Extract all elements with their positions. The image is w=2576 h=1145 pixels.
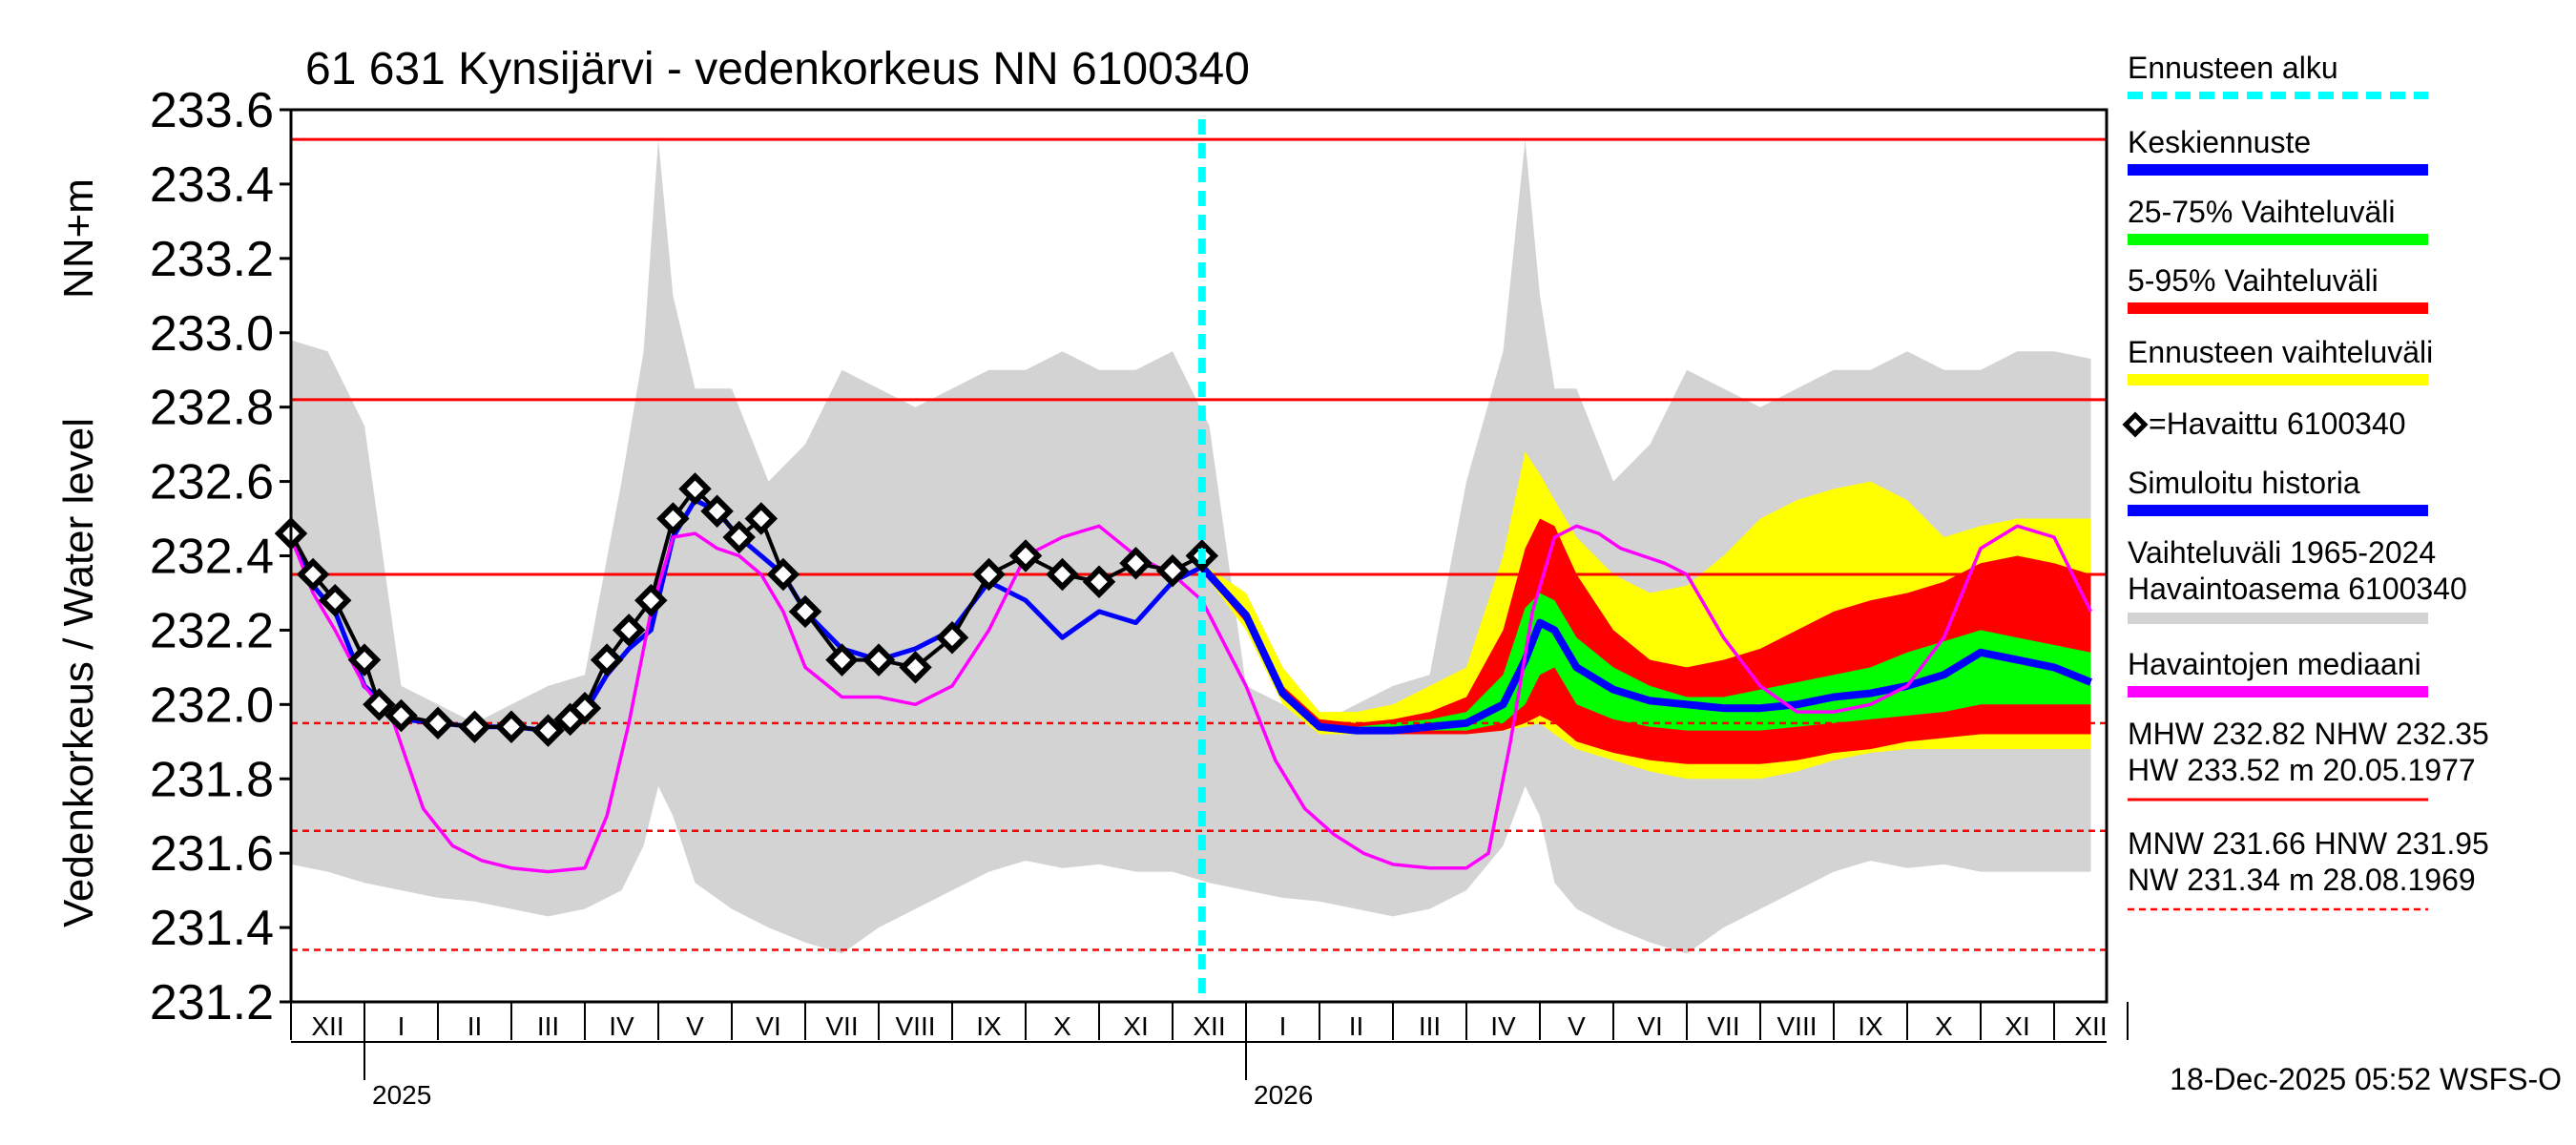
y-tick-label: 231.2 <box>150 975 274 1030</box>
month-label: II <box>467 1011 483 1041</box>
legend-label: Havaintojen mediaani <box>2128 647 2421 681</box>
month-label: X <box>1053 1011 1071 1041</box>
legend-label: Vaihteluväli 1965-2024 <box>2128 535 2436 570</box>
year-label: 2025 <box>372 1080 431 1110</box>
observed-point <box>766 557 800 592</box>
month-label: X <box>1935 1011 1953 1041</box>
month-label: IV <box>609 1011 634 1041</box>
observed-point <box>612 614 646 647</box>
month-label: I <box>1279 1011 1287 1041</box>
y-tick-label: 233.0 <box>150 306 274 362</box>
month-label: XI <box>2005 1011 2029 1041</box>
y-tick-label: 232.0 <box>150 677 274 733</box>
observed-point <box>458 710 491 743</box>
month-label: IV <box>1490 1011 1516 1041</box>
month-label: XII <box>1193 1011 1225 1041</box>
observed-point <box>1119 547 1153 580</box>
axes-layer: 233.6 233.4 233.2 233.0 232.8 232.6 232.4 232.2… <box>150 83 2129 1110</box>
observed-point <box>1008 539 1043 572</box>
y-tick-label: 232.2 <box>150 603 274 658</box>
y-axis-unit: NN+m <box>55 178 102 299</box>
y-tick-label: 232.6 <box>150 455 274 510</box>
month-label: II <box>1349 1011 1364 1041</box>
timestamp: 18-Dec-2025 05:52 WSFS-O <box>2170 1062 2562 1096</box>
observed-point <box>1082 565 1116 599</box>
month-label: VI <box>1637 1011 1662 1041</box>
month-label: IX <box>976 1011 1002 1041</box>
y-tick-label: 231.8 <box>150 752 274 807</box>
month-label: XII <box>2074 1011 2107 1041</box>
month-label: VII <box>825 1011 858 1041</box>
observed-point <box>678 472 712 506</box>
month-label: IX <box>1858 1011 1883 1041</box>
month-label: XI <box>1123 1011 1148 1041</box>
legend-label: 5-95% Vaihteluväli <box>2128 263 2379 298</box>
year-label: 2026 <box>1254 1080 1313 1110</box>
legend-label: Ennusteen alku <box>2128 51 2338 85</box>
month-label: VIII <box>895 1011 935 1041</box>
observed-point <box>1155 553 1190 588</box>
month-label: VI <box>756 1011 780 1041</box>
legend-label: HW 233.52 m 20.05.1977 <box>2128 753 2476 787</box>
month-label: I <box>398 1011 405 1041</box>
month-label: V <box>686 1011 704 1041</box>
legend-label: Ennusteen vaihteluväli <box>2128 335 2433 369</box>
legend-label: 25-75% Vaihteluväli <box>2128 195 2395 229</box>
observed-point <box>722 520 756 554</box>
observed-point <box>972 557 1006 592</box>
month-label: VII <box>1707 1011 1739 1041</box>
legend-label: MHW 232.82 NHW 232.35 <box>2128 717 2489 751</box>
observed-point <box>1046 557 1079 592</box>
observed-point <box>384 698 418 733</box>
legend-label: NW 231.34 m 28.08.1969 <box>2128 863 2476 897</box>
y-tick-label: 232.4 <box>150 530 274 585</box>
observed-point <box>935 620 969 655</box>
legend-label: Simuloitu historia <box>2128 466 2360 500</box>
observed-point <box>862 643 896 677</box>
legend-label: MNW 231.66 HNW 231.95 <box>2128 826 2489 861</box>
month-label: III <box>1419 1011 1441 1041</box>
y-tick-label: 233.4 <box>150 157 274 213</box>
observed-point <box>494 710 529 743</box>
observed-point <box>700 494 734 528</box>
observed-point <box>421 706 455 740</box>
month-label: XII <box>311 1011 343 1041</box>
chart-title: 61 631 Kynsijärvi - vedenkorkeus NN 6100… <box>305 44 1250 94</box>
month-label: V <box>1568 1011 1586 1041</box>
observed-point <box>788 594 822 629</box>
legend-label: Havaintoasema 6100340 <box>2128 572 2467 606</box>
y-tick-label: 231.4 <box>150 901 274 956</box>
lines-layer <box>274 472 2093 874</box>
observed-point <box>590 643 624 677</box>
month-label: VIII <box>1776 1011 1817 1041</box>
observed-point <box>363 688 396 721</box>
observed-point <box>318 584 352 617</box>
observed-point <box>656 502 690 535</box>
observed-point <box>531 714 565 747</box>
observed-point <box>347 643 382 677</box>
y-tick-label: 233.2 <box>150 232 274 287</box>
observed-point <box>744 502 779 535</box>
y-tick-label: 233.6 <box>150 83 274 138</box>
observed-point <box>634 584 668 617</box>
month-label: III <box>537 1011 559 1041</box>
legend-swatch <box>2122 411 2149 438</box>
legend: Ennusteen alku Keskiennuste 25-75% Vaihtel… <box>2122 51 2489 911</box>
observed-point <box>899 651 932 684</box>
observed-point <box>568 691 602 725</box>
line-keskiennuste <box>1198 564 2093 735</box>
y-axis-label: Vedenkorkeus / Water level <box>55 418 102 927</box>
y-tick-label: 232.8 <box>150 381 274 436</box>
observed-point <box>825 643 859 677</box>
observed-point <box>296 557 330 592</box>
y-tick-label: 231.6 <box>150 826 274 882</box>
legend-label: Keskiennuste <box>2128 125 2311 159</box>
legend-label: =Havaittu 6100340 <box>2149 406 2406 441</box>
